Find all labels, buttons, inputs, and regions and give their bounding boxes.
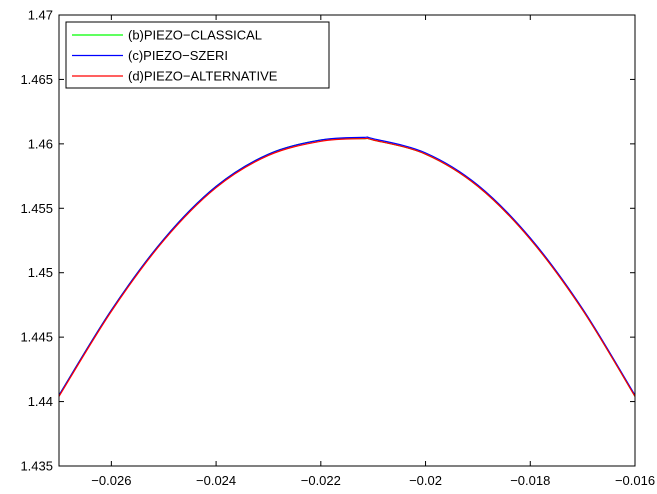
x-tick-label: −0.022 <box>301 473 341 488</box>
plot-frame <box>58 14 636 467</box>
y-tick-label: 1.455 <box>20 201 53 216</box>
x-tick-label: −0.018 <box>510 473 550 488</box>
y-tick-label: 1.445 <box>20 330 53 345</box>
legend-label-3: (d)PIEZO−ALTERNATIVE <box>128 69 278 84</box>
legend-label-1: (b)PIEZO−CLASSICAL <box>128 28 262 43</box>
y-tick-label: 1.44 <box>28 394 53 409</box>
axis-ticks: −0.026 −0.024 −0.022 −0.02 −0.018 −0.016 1.435… <box>20 8 655 489</box>
series-line-2 <box>58 136 636 396</box>
y-tick-label: 1.465 <box>20 72 53 87</box>
y-tick-label: 1.47 <box>28 8 53 23</box>
legend-label-2: (c)PIEZO−SZERI <box>128 48 228 63</box>
legend: (b)PIEZO−CLASSICAL (c)PIEZO−SZERI (d)PIEZO… <box>65 21 330 89</box>
series-lines <box>58 136 636 397</box>
x-tick-label: −0.02 <box>409 473 442 488</box>
series-line-3 <box>58 137 636 397</box>
y-tick-label: 1.45 <box>28 265 53 280</box>
y-tick-label: 1.46 <box>28 136 53 151</box>
x-tick-label: −0.024 <box>196 473 236 488</box>
x-tick-label: −0.026 <box>91 473 131 488</box>
y-tick-label: 1.435 <box>20 459 53 474</box>
x-tick-label: −0.016 <box>615 473 655 488</box>
